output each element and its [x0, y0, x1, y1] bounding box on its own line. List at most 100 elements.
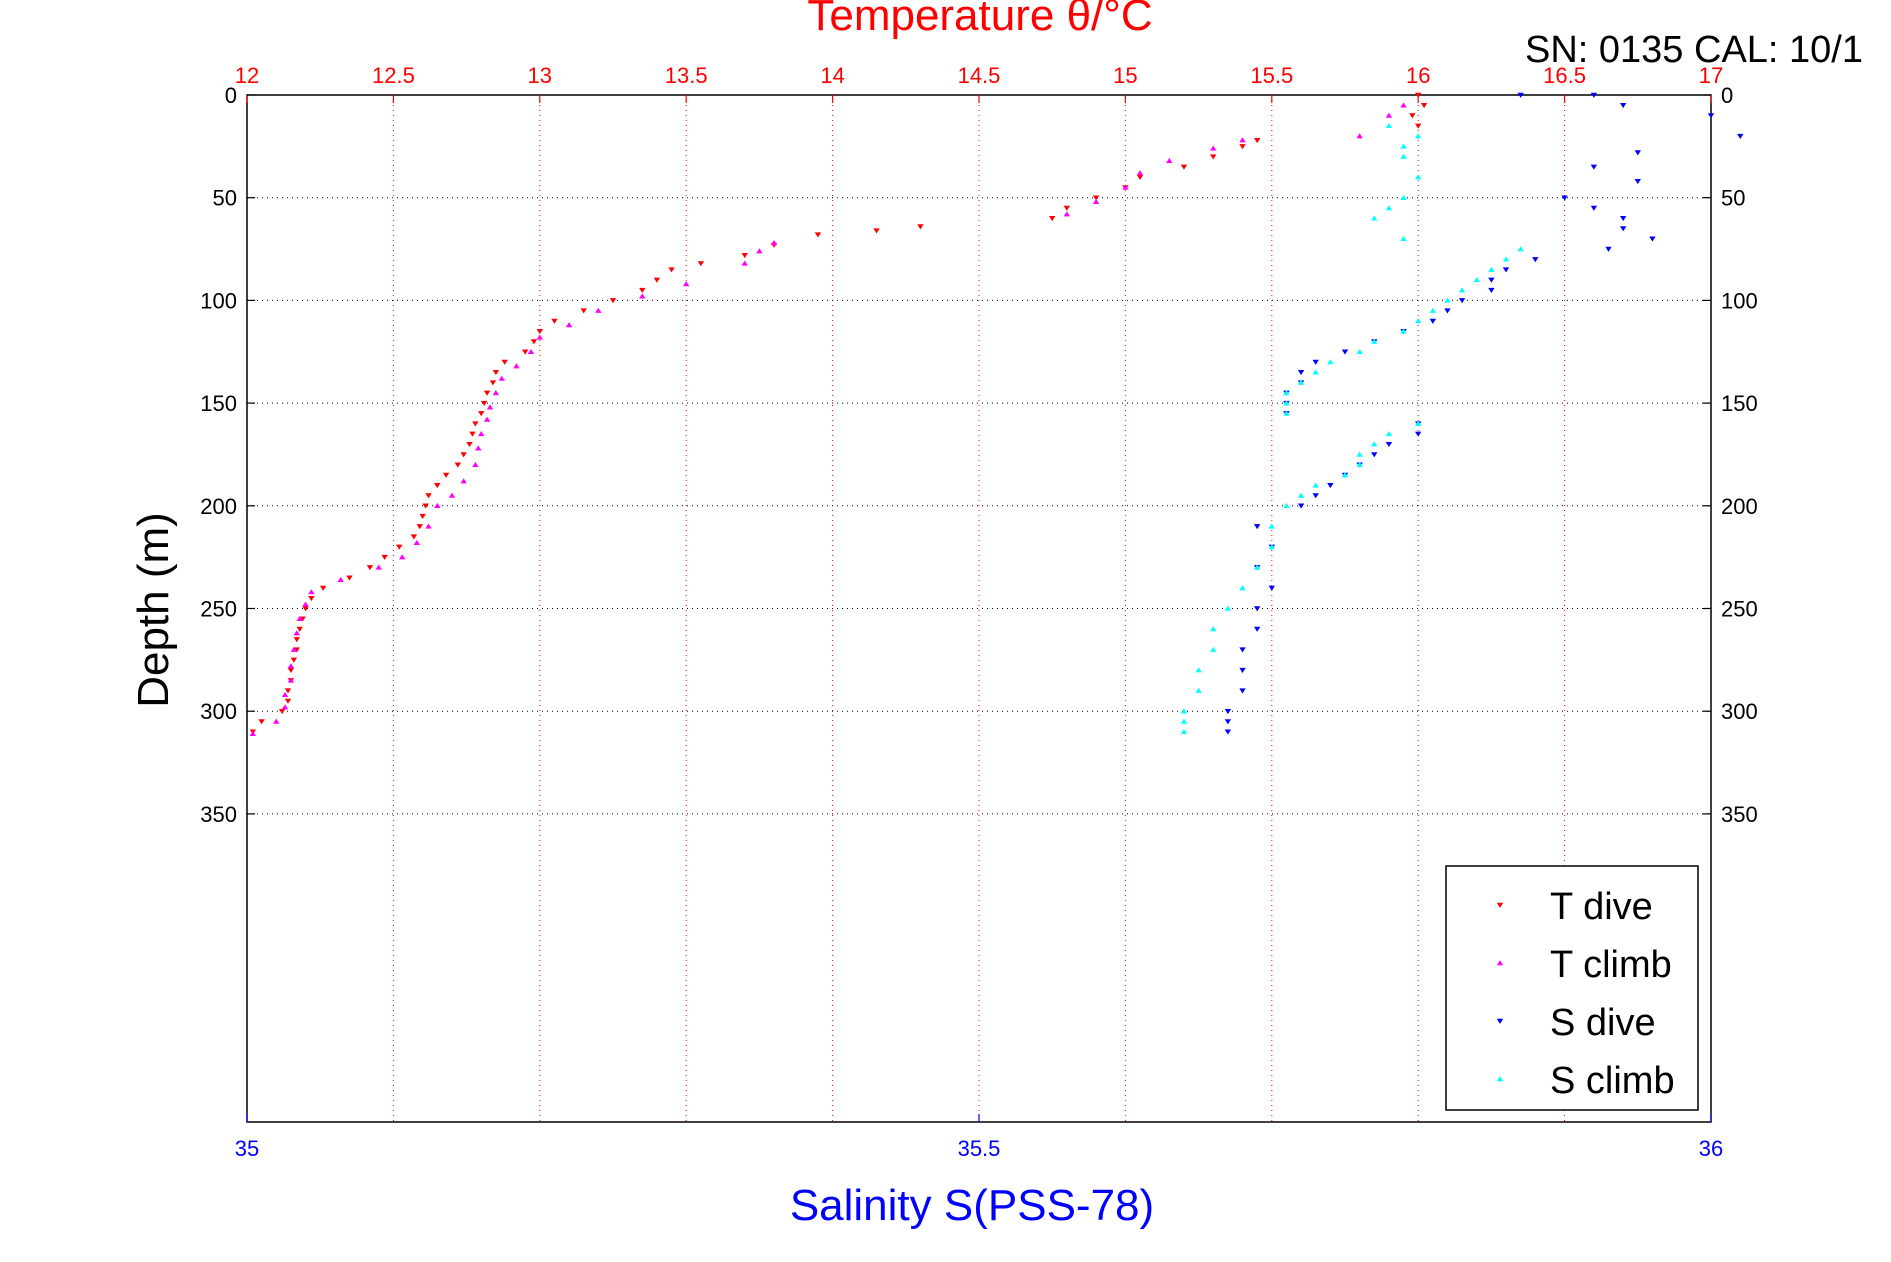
t-climb-point — [287, 677, 295, 683]
s-dive-point — [1239, 647, 1246, 653]
t-dive-point — [396, 544, 403, 550]
temperature-tick-label: 14.5 — [958, 63, 1001, 88]
t-climb-point — [756, 248, 763, 254]
t-climb-point — [639, 293, 646, 299]
t-climb-point — [565, 322, 573, 328]
s-climb-point — [1356, 348, 1363, 354]
s-climb-point — [1283, 502, 1290, 509]
temperature-tick-label: 12 — [235, 63, 259, 88]
s-dive-point — [1532, 257, 1539, 263]
s-climb-point — [1283, 389, 1290, 396]
s-climb-point — [1283, 400, 1290, 406]
t-dive-point — [1409, 113, 1416, 119]
t-dive-point — [551, 318, 558, 324]
s-dive-point — [1444, 308, 1451, 314]
s-climb-point — [1458, 287, 1466, 293]
t-dive-point — [278, 708, 286, 715]
legend-marker — [1496, 1076, 1504, 1082]
legend-label: T climb — [1550, 944, 1672, 986]
t-dive-point — [536, 328, 543, 335]
t-dive-point — [1136, 174, 1144, 181]
t-climb-point — [308, 589, 315, 595]
t-dive-point — [287, 667, 295, 673]
s-climb-point — [1371, 215, 1378, 221]
t-dive-point — [530, 339, 538, 345]
t-dive-point — [416, 524, 423, 530]
depth-tick-label: 150 — [1721, 391, 1758, 416]
depth-tick-label: 300 — [200, 699, 237, 724]
s-dive-point — [1619, 216, 1627, 222]
s-dive-point — [1649, 236, 1656, 242]
t-dive-point — [1049, 216, 1056, 222]
depth-axis-ticks-left: 0 50 100 150 200 250 300 350 — [200, 83, 255, 827]
t-climb-point — [434, 502, 441, 509]
t-dive-point — [366, 565, 374, 571]
t-dive-point — [419, 513, 426, 519]
depth-tick-label: 100 — [200, 288, 237, 313]
t-dive-point — [299, 616, 306, 622]
s-climb-point — [1415, 420, 1422, 426]
data-points — [249, 92, 1744, 737]
t-dive-point — [483, 390, 491, 396]
t-climb-point — [1385, 112, 1393, 118]
t-dive-point — [1210, 154, 1217, 160]
t-climb-point — [536, 334, 543, 340]
s-dive-point — [1561, 195, 1568, 201]
t-dive-point — [873, 228, 880, 234]
t-dive-point — [381, 554, 388, 561]
s-dive-point — [1341, 349, 1349, 355]
t-dive-point — [293, 647, 300, 653]
s-dive-point — [1224, 729, 1232, 735]
depth-tick-label: 250 — [200, 597, 237, 622]
t-dive-point — [1063, 205, 1071, 211]
t-dive-point — [469, 431, 476, 437]
t-climb-point — [478, 431, 485, 437]
t-dive-point — [1420, 103, 1428, 109]
t-climb-point — [472, 461, 479, 467]
t-dive-point — [1092, 195, 1100, 201]
t-dive-point — [501, 359, 508, 365]
legend-marker — [1496, 1018, 1504, 1024]
t-dive-point — [1239, 144, 1246, 150]
temperature-tick-label: 16.5 — [1543, 63, 1586, 88]
t-climb-point — [281, 691, 289, 698]
t-dive-point — [346, 575, 353, 581]
t-dive-point — [460, 452, 467, 458]
t-climb-point — [770, 240, 778, 246]
depth-tick-label: 50 — [1721, 186, 1745, 211]
s-climb-point — [1400, 194, 1407, 200]
depth-tick-label: 350 — [200, 802, 237, 827]
t-climb-point — [337, 576, 344, 582]
legend-marker — [1496, 902, 1504, 908]
s-climb-point — [1283, 410, 1290, 416]
t-dive-point — [466, 441, 473, 448]
salinity-tick-label: 35.5 — [958, 1136, 1001, 1161]
depth-tick-label: 100 — [1721, 288, 1758, 313]
depth-tick-label: 300 — [1721, 699, 1758, 724]
t-dive-point — [492, 370, 500, 376]
t-dive-point — [609, 298, 617, 304]
s-dive-point — [1253, 606, 1261, 612]
s-dive-point — [1605, 246, 1612, 252]
depth-tick-label: 50 — [213, 186, 237, 211]
s-dive-point — [1224, 719, 1232, 725]
t-climb-point — [1239, 137, 1246, 143]
s-climb-point — [1224, 605, 1232, 611]
s-dive-point — [1224, 708, 1232, 715]
s-dive-point — [1488, 287, 1495, 294]
t-climb-point — [513, 363, 520, 369]
depth-axis-ticks-right: 0 50 100 150 200 250 300 350 — [1703, 83, 1758, 827]
t-climb-point — [683, 281, 690, 287]
s-climb-point — [1239, 585, 1246, 591]
s-climb-point — [1488, 266, 1495, 272]
s-climb-point — [1444, 297, 1451, 303]
t-dive-point — [410, 534, 418, 540]
t-climb-point — [527, 348, 535, 354]
s-climb-point — [1400, 235, 1407, 242]
t-climb-point — [1166, 157, 1173, 163]
t-climb-point — [293, 630, 300, 636]
s-climb-point — [1312, 482, 1319, 488]
t-dive-point — [284, 698, 292, 704]
salinity-axis-ticks: 35 35.5 36 — [235, 1114, 1723, 1161]
legend-box — [1445, 865, 1699, 1111]
